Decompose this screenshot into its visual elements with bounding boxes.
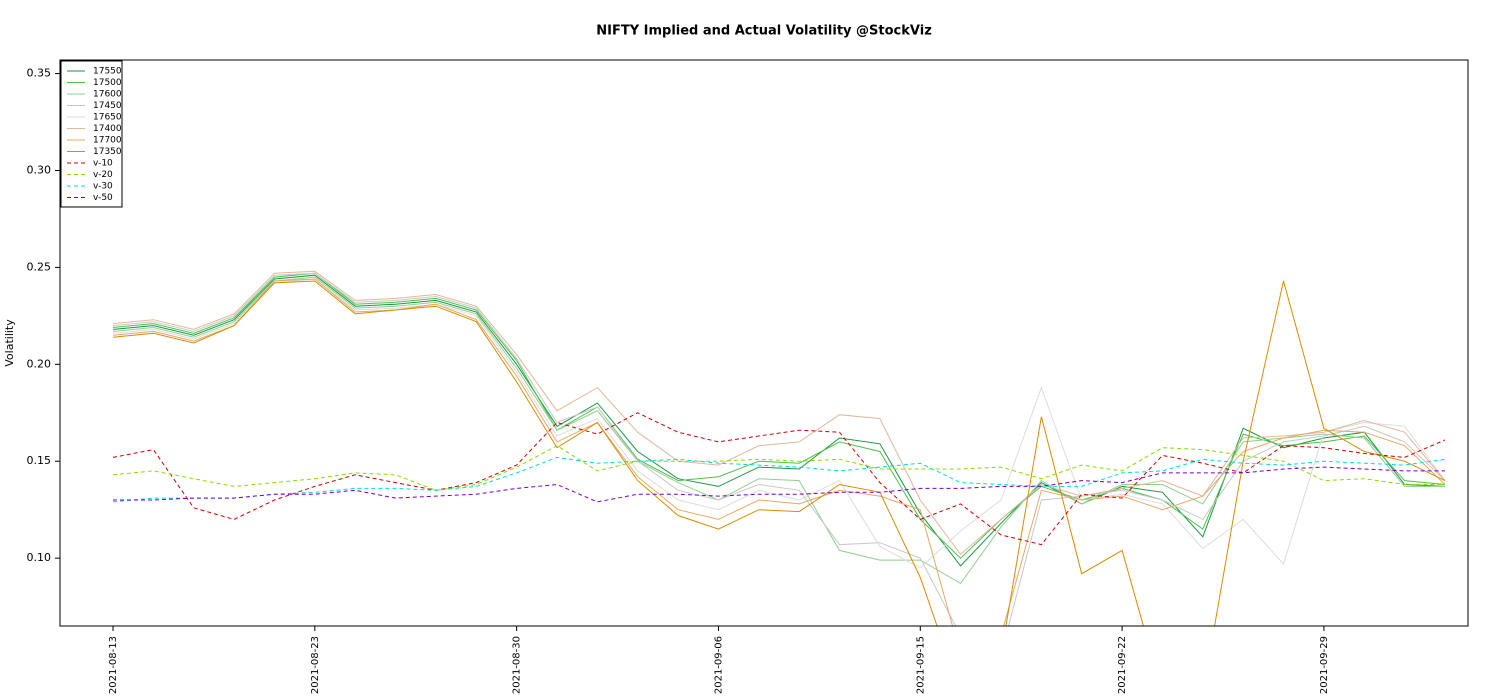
y-tick-label: 0.25 (27, 260, 52, 273)
y-tick-label: 0.35 (27, 67, 52, 80)
legend-label: 17400 (93, 124, 122, 134)
series-line (112, 276, 1445, 585)
x-tick-label: 2021-09-15 (915, 636, 926, 694)
legend-label: v-30 (93, 182, 113, 192)
legend-label: v-50 (93, 193, 113, 203)
x-tick-label: 2021-09-06 (713, 636, 724, 694)
series-line (112, 280, 1446, 626)
series-line (112, 412, 1446, 546)
plot-lines (112, 270, 1446, 626)
series-line (112, 272, 1446, 559)
legend-label: 17700 (93, 136, 122, 146)
plot-frame (59, 59, 1469, 627)
series-line (112, 445, 1445, 491)
legend-box (60, 60, 123, 208)
x-tick-label: 2021-08-30 (512, 636, 523, 694)
legend-label: 17500 (93, 78, 122, 88)
legend-label: 17600 (93, 90, 122, 100)
y-tick-label: 0.15 (27, 454, 52, 467)
x-tick-label: 2021-09-22 (1117, 636, 1128, 694)
series-line (112, 456, 1446, 503)
legend-label: v-20 (93, 170, 113, 180)
x-tick-label: 2021-09-29 (1319, 636, 1330, 694)
y-tick-label: 0.30 (27, 163, 52, 176)
y-tick-label: 0.10 (27, 551, 52, 564)
series-line (113, 466, 1445, 503)
legend-label: 17450 (93, 101, 122, 111)
series-line (112, 270, 1446, 556)
chart-title: NIFTY Implied and Actual Volatility @Sto… (596, 24, 932, 39)
x-tick-label: 2021-08-23 (310, 636, 321, 694)
series-line (112, 278, 1446, 626)
legend-label: 17350 (93, 147, 122, 157)
series-line (112, 272, 1446, 626)
y-tick-label: 0.20 (27, 357, 52, 370)
y-axis-label: Volatility (3, 319, 16, 367)
legend-label: 17550 (93, 67, 122, 77)
legend-label: 17650 (93, 113, 122, 123)
series-line (112, 278, 1446, 569)
legend-label: v-10 (93, 159, 113, 169)
x-tick-label: 2021-08-13 (108, 636, 119, 694)
